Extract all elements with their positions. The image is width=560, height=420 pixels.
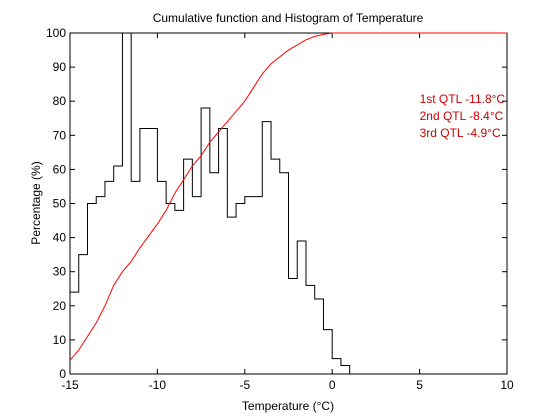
quantile-annotations: 1st QTL -11.8°C 2nd QTL -8.4°C 3rd QTL -4.… (420, 92, 506, 140)
cdf-series (69, 32, 507, 361)
x-axis: -15 -10 -5 0 5 10 (61, 33, 514, 392)
y-tick-label: 60 (53, 162, 67, 176)
x-axis-label: Temperature (°C) (242, 399, 334, 413)
y-axis: 0 10 20 30 40 50 60 70 80 90 100 (46, 26, 507, 381)
x-tick-label: 5 (416, 378, 423, 392)
y-tick-label: 10 (53, 333, 67, 347)
histogram-series (69, 32, 351, 374)
y-tick-label: 0 (59, 367, 66, 381)
y-tick-label: 70 (53, 128, 67, 142)
x-tick-label: -15 (61, 378, 79, 392)
quantile-annotation: 2nd QTL -8.4°C (420, 109, 504, 123)
chart-title: Cumulative function and Histogram of Tem… (153, 11, 424, 25)
x-tick-label: -5 (239, 378, 250, 392)
y-tick-label: 20 (53, 299, 67, 313)
y-tick-label: 100 (46, 26, 66, 40)
plot-area: -15 -10 -5 0 5 10 0 10 20 30 40 50 60 70 80 90 100 1st … (46, 26, 514, 392)
y-tick-label: 40 (53, 231, 67, 245)
x-tick-label: 10 (500, 378, 514, 392)
y-axis-label: Percentage (%) (29, 161, 43, 244)
quantile-annotation: 3rd QTL -4.9°C (420, 126, 501, 140)
y-tick-label: 80 (53, 94, 67, 108)
y-tick-label: 90 (53, 60, 67, 74)
x-tick-label: 0 (329, 378, 336, 392)
x-tick-label: -10 (149, 378, 167, 392)
y-tick-label: 30 (53, 265, 67, 279)
y-tick-label: 50 (53, 197, 67, 211)
quantile-annotation: 1st QTL -11.8°C (420, 92, 506, 106)
